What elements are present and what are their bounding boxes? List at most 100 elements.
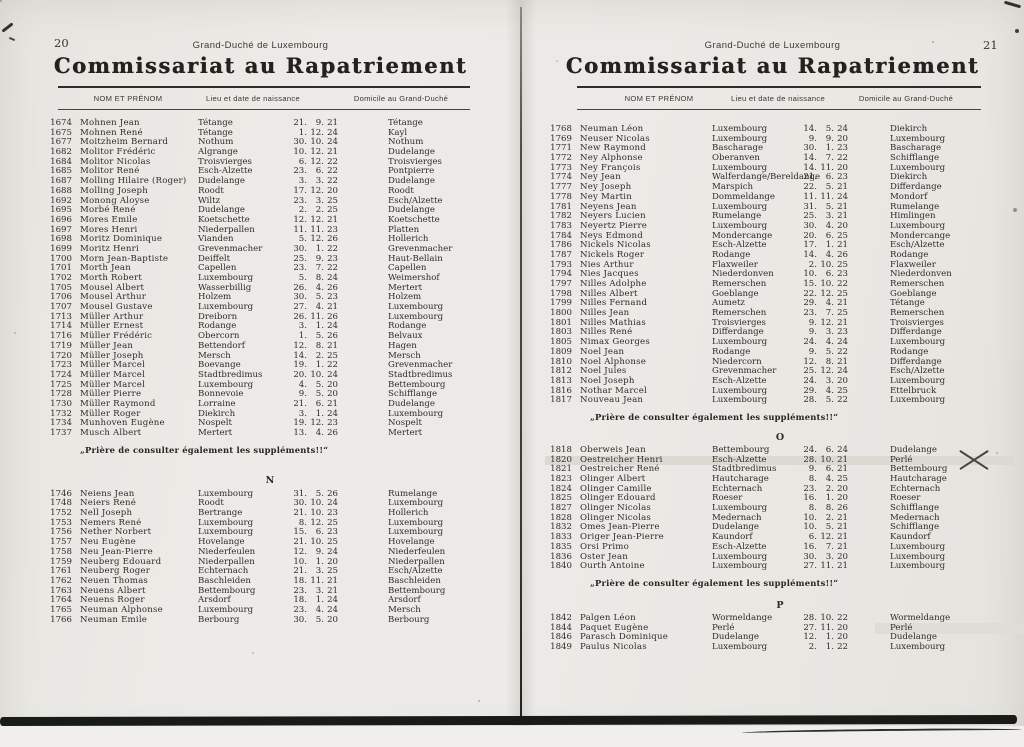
- entry-birthplace: Dudelange: [712, 522, 760, 533]
- entry-birthdate: 9. 9. 20: [802, 133, 848, 145]
- entry-domicile: Schifflange: [890, 503, 940, 514]
- page-title: Commissariat au Rapatriement: [53, 53, 468, 78]
- entry-birthdate: 19. 1. 22: [292, 360, 338, 371]
- birthdate-year: 23: [327, 224, 338, 235]
- entry-name: Müller Marcel: [80, 369, 146, 380]
- birthdate-year: 22: [327, 166, 338, 177]
- entry-birthplace: Hautcharage: [712, 474, 769, 484]
- entry-number: 1748: [50, 498, 72, 509]
- entry-birthplace: Lorraine: [198, 398, 236, 409]
- entry-domicile: Rodange: [890, 249, 929, 260]
- birthdate-day: 25.: [803, 211, 817, 222]
- entry-birthplace: Kaundorf: [712, 532, 753, 543]
- birthdate-year: 23: [837, 327, 848, 338]
- entry-birthdate: 27. 11. 21: [802, 561, 848, 572]
- entry-birthplace: Deiffelt: [198, 253, 231, 264]
- entry-domicile: Schifflange: [890, 522, 940, 533]
- entry-name: Nilles Mathias: [580, 317, 646, 328]
- birthdate-day: 4.: [298, 379, 307, 390]
- entry-birthplace: Nothum: [198, 137, 234, 148]
- birthdate-month: 9.: [315, 253, 324, 264]
- entry-number: 1801: [550, 317, 572, 328]
- entry-domicile: Tétange: [890, 298, 925, 309]
- birthdate-day: 1.: [298, 331, 307, 342]
- entry-name: Noel Jules: [580, 366, 627, 377]
- entry-name: Molling Joseph: [80, 185, 148, 196]
- entry-birthdate: 30. 5. 23: [292, 293, 338, 303]
- birthdate-day: 17.: [803, 240, 817, 251]
- entry-name: Neuser Nicolas: [580, 133, 650, 144]
- birthdate-year: 21: [837, 512, 848, 523]
- entry-number: 1746: [50, 488, 72, 499]
- section-letter-heading: N: [265, 474, 275, 486]
- entry-birthdate: 2. 10. 25: [802, 260, 848, 271]
- entry-birthplace: Differdange: [712, 327, 764, 338]
- birthdate-year: 21: [327, 147, 338, 158]
- birthdate-day: 11.: [293, 224, 307, 235]
- roster-row: 1720 Müller Joseph Mersch 14. 2. 25 Mersch: [35, 351, 505, 362]
- header-rule-top: [577, 86, 981, 89]
- birthdate-month: 5.: [825, 346, 834, 357]
- entry-number: 1714: [50, 321, 72, 332]
- entry-number: 1675: [50, 127, 72, 138]
- entry-birthdate: 30. 4. 20: [802, 221, 848, 232]
- birthdate-day: 23.: [803, 483, 817, 494]
- birthdate-year: 20: [837, 133, 848, 144]
- entry-birthdate: 9. 12. 21: [802, 318, 848, 329]
- column-header-domicile: Domicile au Grand-Duché: [353, 94, 449, 103]
- entry-birthdate: 10. 12. 21: [292, 147, 338, 158]
- roster-row: 1725 Müller Marcel Luxembourg 4. 5. 20 Bettemb…: [35, 379, 505, 391]
- entry-name: Olinger Albert: [580, 474, 646, 484]
- birthdate-day: 28.: [803, 454, 817, 465]
- entry-domicile: Esch/Alzette: [890, 240, 945, 251]
- entry-name: Musch Albert: [80, 428, 142, 438]
- entry-domicile: Hautcharage: [890, 474, 947, 484]
- entry-name: Morbé René: [80, 205, 136, 216]
- birthdate-month: 1.: [315, 595, 324, 606]
- entry-birthplace: Flaxweiler: [712, 259, 758, 270]
- birthdate-day: 8.: [808, 474, 817, 484]
- entry-name: Molling Hilaire (Roger): [80, 176, 187, 187]
- entry-birthdate: 12. 12. 21: [292, 215, 338, 226]
- entry-birthdate: 23. 6. 22: [292, 167, 338, 177]
- entry-birthdate: 23. 4. 24: [292, 605, 338, 616]
- entry-name: Morth Jean: [80, 263, 131, 274]
- entry-birthplace: Vianden: [198, 234, 234, 245]
- entry-name: Nickels Roger: [580, 249, 645, 260]
- entry-number: 1705: [50, 282, 72, 293]
- entry-number: 1752: [50, 508, 72, 519]
- entry-number: 1836: [550, 551, 572, 562]
- birthdate-day: 21.: [803, 172, 817, 183]
- entry-name: Olinger Camille: [580, 483, 652, 494]
- entry-birthplace: Algrange: [198, 147, 238, 158]
- entry-birthdate: 30. 3. 20: [802, 552, 848, 563]
- roster-row: 1813 Noel Joseph Esch-Alzette 24. 3. 20 Luxemb…: [545, 376, 1015, 387]
- birthdate-year: 22: [837, 153, 848, 164]
- entry-birthplace: Rumelange: [712, 211, 762, 222]
- entry-birthplace: Bertrange: [198, 508, 243, 519]
- entry-birthplace: Niederpallen: [198, 224, 255, 235]
- entry-number: 1821: [550, 464, 572, 475]
- page-number: 21: [983, 38, 998, 52]
- entry-domicile: Luxembourg: [388, 311, 444, 322]
- entry-birthplace: Baschleiden: [198, 575, 251, 586]
- entry-name: Molitor René: [80, 166, 140, 177]
- entry-domicile: Pontpierre: [388, 166, 435, 177]
- birthdate-year: 21: [327, 398, 338, 409]
- birthdate-day: 18.: [293, 595, 307, 606]
- birthdate-year: 21: [837, 532, 848, 543]
- birthdate-day: 12.: [293, 546, 307, 557]
- entry-birthplace: Wasserbillig: [198, 282, 252, 293]
- entry-name: Nilles René: [580, 327, 633, 338]
- entry-name: Noel Jean: [580, 346, 625, 357]
- entry-birthdate: 12. 1. 20: [802, 633, 848, 643]
- entry-domicile: Bascharage: [890, 143, 942, 154]
- entry-name: Müller Arthur: [80, 311, 144, 322]
- birthdate-year: 25: [837, 474, 848, 484]
- running-head: Grand-Duché de Luxembourg: [704, 40, 841, 51]
- entry-name: Ney Joseph: [580, 182, 632, 193]
- entry-name: Nilles Fernand: [580, 298, 648, 309]
- entry-domicile: Kaundorf: [890, 532, 931, 543]
- entry-birthplace: Koetschette: [198, 214, 250, 225]
- birthdate-day: 12.: [803, 632, 817, 643]
